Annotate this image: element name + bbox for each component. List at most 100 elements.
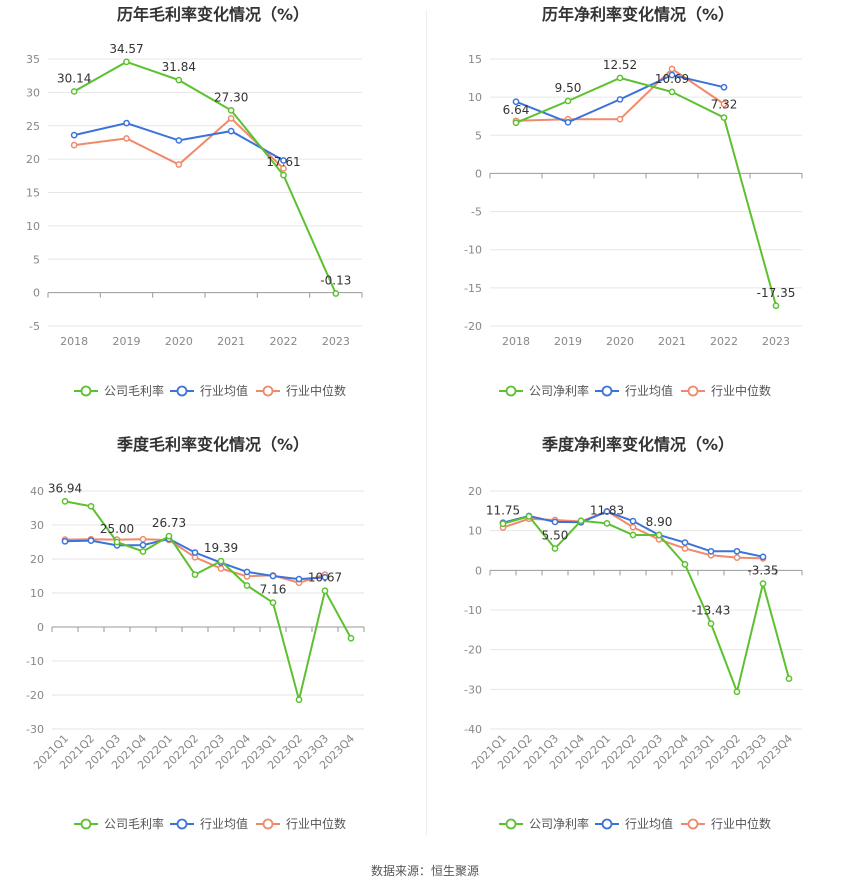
y-tick-label: -30 <box>464 683 482 696</box>
data-point-avg <box>87 537 95 544</box>
legend-item-avg[interactable]: 行业均值 <box>170 383 248 398</box>
data-label: -0.13 <box>320 273 351 287</box>
x-tick-label: 2018 <box>502 335 530 348</box>
legend-item-median[interactable]: 行业中位数 <box>681 816 771 831</box>
legend-item-median[interactable]: 行业中位数 <box>256 816 346 831</box>
legend-item-company[interactable]: 公司毛利率 <box>74 816 164 831</box>
data-point-median <box>720 100 728 108</box>
legend-label: 行业均值 <box>200 816 248 831</box>
y-tick-label: 20 <box>26 153 40 166</box>
data-point-median <box>629 523 637 531</box>
data-point-company <box>123 58 130 66</box>
data-point-company <box>295 696 303 704</box>
legend-label: 公司毛利率 <box>104 816 164 831</box>
data-label: -3.35 <box>747 564 778 578</box>
series-line-company <box>515 76 777 307</box>
legend-marker <box>505 818 517 830</box>
series-line-company <box>502 515 790 696</box>
data-point-median <box>616 115 624 123</box>
legend-marker <box>262 385 274 397</box>
legend-marker <box>176 385 188 397</box>
legend-item-avg[interactable]: 行业均值 <box>170 816 248 831</box>
legend-marker <box>505 385 517 397</box>
series-line-company <box>73 60 337 294</box>
y-tick-label: 0 <box>475 564 482 577</box>
data-point-company <box>681 561 689 568</box>
data-source: 数据来源：恒生聚源 <box>370 864 479 878</box>
y-tick-label: 10 <box>30 587 44 600</box>
legend-item-avg[interactable]: 行业均值 <box>595 383 673 398</box>
legend-item-company[interactable]: 公司净利率 <box>499 816 589 831</box>
data-point-avg <box>603 508 611 515</box>
data-point-avg <box>707 547 715 555</box>
data-point-company <box>280 171 287 179</box>
data-point-median <box>70 141 78 149</box>
x-tick-label: 2021 <box>217 335 245 348</box>
data-point-median <box>175 161 183 168</box>
legend-label: 行业中位数 <box>711 816 771 831</box>
x-tick-label: 2022 <box>270 335 298 348</box>
x-tick-label: 2018 <box>60 335 88 348</box>
data-point-avg <box>512 98 520 106</box>
data-label: 6.64 <box>503 103 530 117</box>
y-tick-label: -20 <box>464 644 482 657</box>
legend-marker <box>176 818 188 830</box>
data-point-median <box>123 135 130 142</box>
legend-item-median[interactable]: 行业中位数 <box>681 383 771 398</box>
legend-label: 行业中位数 <box>711 383 771 398</box>
data-point-avg <box>629 517 637 525</box>
data-point-median <box>280 165 287 172</box>
data-label: 7.16 <box>260 583 287 597</box>
data-point-avg <box>295 575 303 583</box>
data-label: 10.67 <box>308 571 342 585</box>
data-point-avg <box>720 83 728 91</box>
legend-item-company[interactable]: 公司毛利率 <box>74 383 164 398</box>
x-tick-label: 2020 <box>606 335 634 348</box>
data-label: 30.14 <box>57 71 91 85</box>
data-label: 8.90 <box>646 515 673 529</box>
data-point-company <box>603 520 611 527</box>
legend-item-company[interactable]: 公司净利率 <box>499 383 589 398</box>
legend-marker <box>687 385 699 397</box>
data-point-company <box>139 548 147 555</box>
data-point-company <box>772 302 780 310</box>
legend-item-median[interactable]: 行业中位数 <box>256 383 346 398</box>
data-point-avg <box>759 553 767 561</box>
x-tick-label: 2023 <box>322 335 350 348</box>
chart-quarterly-gross: 季度毛利率变化情况（%） -30 -20 -10 0 10 20 30 40 2021Q1 2021… <box>0 430 426 850</box>
legend-marker <box>80 385 92 397</box>
data-point-company <box>733 688 741 696</box>
chart-title: 季度净利率变化情况（%） <box>541 435 734 454</box>
data-point-company <box>61 498 69 505</box>
data-label: 9.50 <box>555 81 582 95</box>
data-point-company <box>720 114 728 121</box>
chart-title: 历年毛利率变化情况（%） <box>117 5 309 24</box>
y-tick-label: -20 <box>26 689 44 702</box>
data-label: 25.00 <box>100 522 134 536</box>
x-tick-label: 2023 <box>762 335 790 348</box>
data-point-avg <box>191 549 199 556</box>
y-tick-label: 30 <box>26 86 40 99</box>
data-label: 11.75 <box>486 504 520 518</box>
data-point-median <box>217 565 225 572</box>
legend-label: 行业均值 <box>625 383 673 398</box>
x-tick-label: 2019 <box>554 335 582 348</box>
data-label: 10.69 <box>655 72 689 86</box>
y-tick-label: -10 <box>464 604 482 617</box>
data-point-company <box>707 620 715 627</box>
data-label: 5.50 <box>542 529 569 543</box>
legend-label: 公司净利率 <box>529 816 589 831</box>
data-point-company <box>191 571 199 578</box>
data-point-company <box>175 76 183 84</box>
data-point-company <box>629 531 637 539</box>
y-tick-label: 15 <box>26 187 40 200</box>
legend-item-avg[interactable]: 行业均值 <box>595 816 673 831</box>
y-tick-label: 5 <box>475 129 482 142</box>
legend-marker <box>601 818 613 830</box>
legend-marker <box>262 818 274 830</box>
data-point-company <box>785 675 793 682</box>
data-point-company <box>668 88 676 96</box>
legend-label: 公司净利率 <box>529 383 589 398</box>
data-label: 34.57 <box>109 42 143 56</box>
y-tick-label: -20 <box>464 320 482 333</box>
